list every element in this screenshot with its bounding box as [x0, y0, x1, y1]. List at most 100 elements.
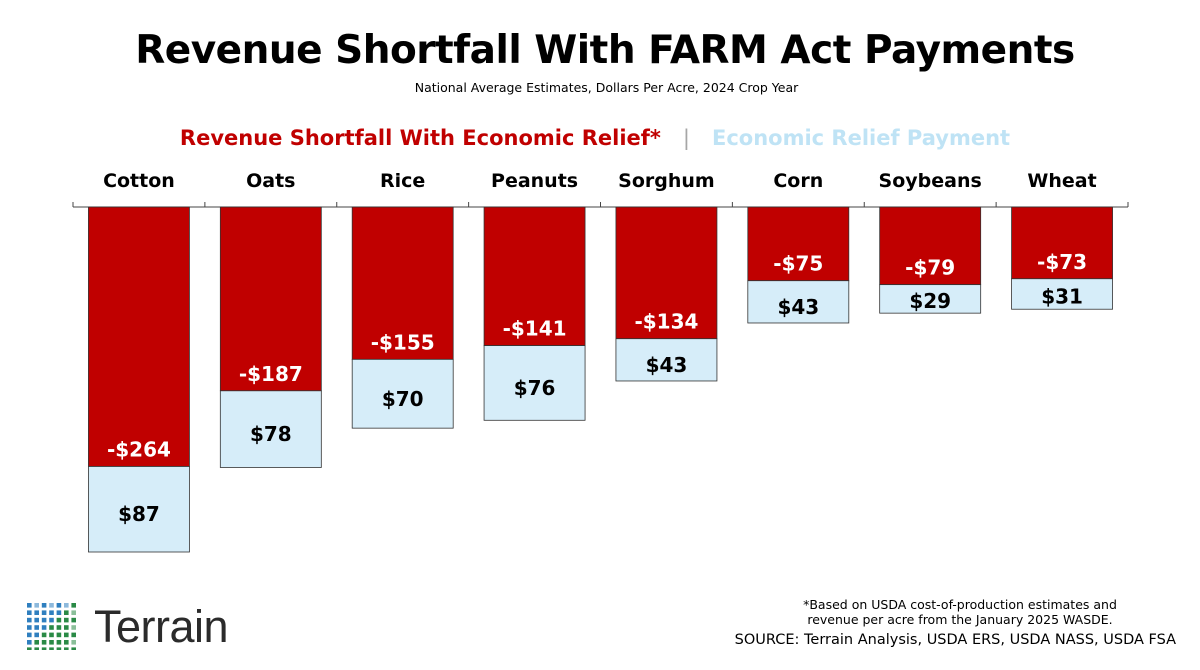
category-label-corn: Corn	[773, 170, 823, 192]
logo-dot	[71, 640, 76, 645]
payment-bar-oats	[219, 390, 322, 468]
logo-dot	[49, 640, 54, 645]
logo-dot	[41, 640, 47, 645]
logo-text: Terrain	[94, 601, 229, 652]
logo-dot	[49, 610, 54, 615]
shortfall-bar-cotton	[88, 206, 190, 467]
logo-dot	[41, 625, 47, 630]
payment-value-label-oats: $78	[250, 422, 292, 446]
logo-dot	[64, 603, 69, 608]
logo-dot	[34, 640, 39, 645]
logo-dot	[64, 640, 69, 645]
footnote-line-2: revenue per acre from the January 2025 W…	[807, 612, 1113, 627]
shortfall-bar-corn	[747, 206, 850, 282]
logo-dot	[27, 625, 32, 630]
logo-dot	[64, 625, 69, 630]
logo-dot	[49, 625, 54, 630]
payment-value-label-soybeans: $29	[909, 289, 951, 313]
payment-bar-wheat	[1011, 278, 1113, 310]
logo-dot	[71, 610, 76, 615]
payment-bar-peanuts	[483, 345, 586, 421]
logo-dot	[64, 632, 69, 638]
category-label-sorghum: Sorghum	[618, 170, 715, 192]
logo-dot	[71, 625, 76, 630]
logo-dot	[27, 640, 32, 645]
shortfall-bar-sorghum	[615, 206, 718, 340]
logo-dot	[64, 617, 69, 623]
category-label-peanuts: Peanuts	[491, 170, 578, 192]
logo-dot	[34, 632, 39, 638]
logo-dot	[41, 647, 47, 650]
legend: Revenue Shortfall With Economic Relief* |…	[0, 126, 1190, 150]
shortfall-value-label-cotton: -$264	[107, 437, 171, 461]
logo-dot	[56, 632, 62, 638]
logo-dot	[49, 603, 54, 608]
legend-shortfall: Revenue Shortfall With Economic Relief*	[179, 126, 661, 150]
category-label-soybeans: Soybeans	[879, 170, 982, 192]
payment-bar-soybeans	[879, 284, 982, 314]
shortfall-value-label-peanuts: -$141	[503, 317, 567, 341]
logo-dot	[41, 632, 47, 638]
logo-dot	[27, 603, 32, 608]
logo-dot	[49, 647, 54, 650]
shortfall-bar-rice	[351, 206, 454, 360]
shortfall-bar-oats	[219, 206, 322, 392]
logo-dot	[71, 617, 76, 623]
logo-dot	[71, 647, 76, 650]
chart-subtitle: National Average Estimates, Dollars Per …	[414, 80, 799, 95]
payment-bar-sorghum	[615, 338, 718, 382]
shortfall-value-label-oats: -$187	[239, 362, 303, 386]
logo-dot	[64, 647, 69, 650]
logo-dot	[34, 610, 39, 615]
logo-dot	[27, 610, 32, 615]
logo-dot	[56, 640, 62, 645]
logo-dot	[71, 632, 76, 638]
shortfall-bar-soybeans	[879, 206, 982, 286]
payment-value-label-peanuts: $76	[514, 376, 556, 400]
source-note: SOURCE: Terrain Analysis, USDA ERS, USDA…	[734, 632, 1176, 648]
logo-dot	[49, 617, 54, 623]
logo-dot	[71, 603, 76, 608]
logo-dot	[56, 647, 62, 650]
category-label-oats: Oats	[246, 170, 295, 192]
shortfall-value-label-corn: -$75	[773, 252, 823, 276]
shortfall-bar-wheat	[1011, 206, 1113, 280]
chart-title: Revenue Shortfall With FARM Act Payments	[135, 28, 1075, 73]
payment-value-label-corn: $43	[777, 295, 819, 319]
logo-dot	[56, 617, 62, 623]
category-label-wheat: Wheat	[1027, 170, 1096, 192]
category-label-rice: Rice	[380, 170, 425, 192]
legend-payment: Economic Relief Payment	[711, 126, 1011, 150]
logo-dot	[27, 617, 32, 623]
footnote: *Based on USDA cost-of-production estima…	[760, 597, 1160, 627]
logo-dot	[34, 617, 39, 623]
payment-value-label-cotton: $87	[118, 502, 160, 526]
logo-dot	[41, 603, 47, 608]
logo-dot	[34, 603, 39, 608]
payment-value-label-wheat: $31	[1041, 285, 1083, 309]
category-label-cotton: Cotton	[103, 170, 175, 192]
payment-bar-rice	[351, 358, 454, 429]
logo-dot	[41, 610, 47, 615]
logo-dot	[56, 625, 62, 630]
payment-value-label-sorghum: $43	[646, 353, 688, 377]
logo-dot	[27, 632, 32, 638]
payment-bar-cotton	[88, 466, 190, 553]
payment-bar-corn	[747, 280, 850, 324]
logo-dot	[56, 603, 62, 608]
dot-grid-logo-icon	[27, 603, 76, 650]
shortfall-value-label-soybeans: -$79	[905, 256, 955, 280]
logo-dot	[49, 632, 54, 638]
legend-separator: |	[682, 126, 690, 150]
logo-dot	[41, 617, 47, 623]
shortfall-value-label-rice: -$155	[371, 330, 435, 354]
logo-dot	[27, 647, 32, 650]
logo-dot	[34, 647, 39, 650]
footnote-line-1: *Based on USDA cost-of-production estima…	[803, 597, 1117, 612]
shortfall-value-label-wheat: -$73	[1037, 250, 1087, 274]
logo-dot	[34, 625, 39, 630]
shortfall-value-label-sorghum: -$134	[634, 310, 698, 334]
payment-value-label-rice: $70	[382, 387, 424, 411]
logo-dot	[56, 610, 62, 615]
